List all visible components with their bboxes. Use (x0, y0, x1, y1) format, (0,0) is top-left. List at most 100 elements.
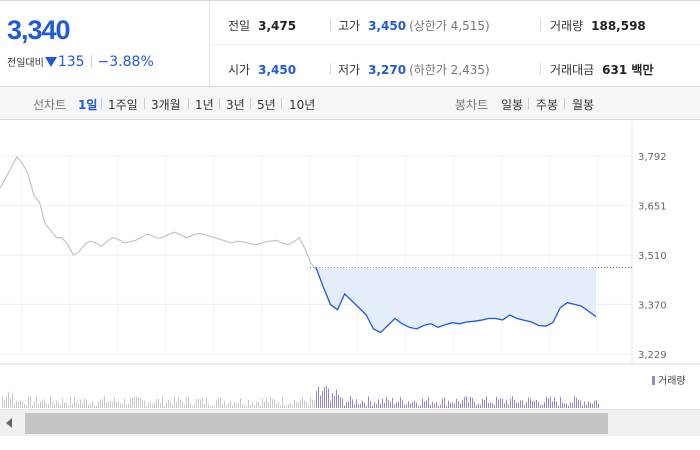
volume-bar (74, 397, 75, 408)
volume-bar (86, 399, 87, 408)
volume-bar (446, 405, 447, 408)
volume-bar (574, 396, 575, 408)
volume-bar (152, 403, 153, 408)
volume-bar (568, 405, 569, 408)
volume-bar (190, 403, 191, 408)
volume-bar (290, 402, 291, 408)
volume-bar (538, 402, 539, 408)
volume-bar (384, 402, 385, 408)
volume-bar (18, 401, 19, 408)
range-1y-button[interactable]: 1년 (195, 98, 214, 112)
volume-bar (96, 405, 97, 408)
range-5y-button[interactable]: 5년 (257, 98, 276, 112)
volume-bar (448, 400, 449, 408)
volume-bar (154, 402, 155, 408)
toolbar-divider (250, 98, 251, 109)
candle-weekly-button[interactable]: 주봉 (536, 98, 559, 112)
scroll-left-arrow-icon[interactable] (6, 418, 12, 428)
volume-bar (304, 400, 305, 408)
volume-bar (560, 397, 561, 408)
volume-bar (234, 402, 235, 408)
volume-bar (68, 405, 69, 408)
volume-bar (496, 396, 497, 408)
stat-trade-value: 거래대금 631 백만 (550, 61, 653, 78)
stat-label: 전일 (228, 19, 251, 33)
volume-bar (500, 398, 501, 408)
volume-bar (258, 401, 259, 408)
stat-value: 3,270 (368, 63, 407, 77)
range-3y-button[interactable]: 3년 (226, 98, 245, 112)
volume-bar (104, 396, 105, 408)
volume-bar (60, 404, 61, 408)
volume-bar (464, 397, 465, 408)
range-10y-button[interactable]: 10년 (289, 98, 316, 112)
volume-bar (518, 402, 519, 408)
volume-bar (26, 405, 27, 408)
volume-bar (380, 403, 381, 408)
toolbar-divider (101, 98, 102, 109)
stat-label: 시가 (228, 63, 251, 77)
price-chart-svg: 3,792 3,651 3,510 3,370 3,229 (0, 121, 700, 408)
volume-bar (294, 399, 295, 408)
volume-bar (176, 401, 177, 408)
volume-bar (566, 403, 567, 408)
volume-bar (150, 402, 151, 408)
series-line-previous (0, 155, 317, 270)
chart-scrollbar[interactable] (0, 409, 700, 436)
price-area-fill (316, 267, 596, 333)
volume-bar (82, 401, 83, 408)
toolbar-divider (564, 98, 565, 109)
volume-bar (366, 405, 367, 408)
volume-bar (244, 404, 245, 408)
volume-bar (250, 405, 251, 408)
volume-bar (450, 403, 451, 408)
volume-bar (414, 400, 415, 408)
range-1w-button[interactable]: 1주일 (108, 98, 138, 112)
volume-bar (248, 399, 249, 408)
volume-bar (386, 396, 387, 408)
volume-bar (326, 386, 327, 408)
volume-bar (508, 404, 509, 408)
volume-bar (524, 404, 525, 408)
volume-bar (256, 401, 257, 408)
volume-bar (474, 401, 475, 408)
volume-bar (378, 399, 379, 408)
candle-daily-button[interactable]: 일봉 (501, 98, 524, 112)
volume-bar (536, 399, 537, 408)
volume-swatch (652, 376, 655, 385)
volume-bar (66, 402, 67, 408)
volume-bar (316, 391, 317, 408)
change-line: 전일대비 135 −3.88% (7, 54, 154, 70)
volume-bar (486, 396, 487, 408)
volume-bar (444, 397, 445, 408)
change-percent: −3.88% (97, 54, 154, 70)
candle-chart-label: 봉차트 (455, 98, 489, 112)
volume-bar (430, 404, 431, 408)
volume-bar (212, 405, 213, 408)
volume-bar (44, 399, 45, 408)
volume-bar (298, 402, 299, 408)
volume-bar (118, 401, 119, 408)
toolbar-divider (188, 98, 189, 109)
volume-bar (236, 403, 237, 408)
volume-bar (196, 398, 197, 408)
volume-bar (204, 403, 205, 408)
volume-bar (78, 403, 79, 408)
candle-monthly-button[interactable]: 월봉 (572, 98, 595, 112)
range-3m-button[interactable]: 3개월 (151, 98, 181, 112)
volume-bar (134, 396, 135, 408)
volume-bar (502, 398, 503, 408)
volume-bar (376, 404, 377, 408)
volume-bar (576, 397, 577, 408)
volume-bar (238, 403, 239, 408)
volume-bar (168, 400, 169, 408)
volume-bar (478, 403, 479, 408)
volume-bar (130, 398, 131, 408)
volume-bar (70, 396, 71, 408)
volume-bar (286, 405, 287, 408)
scroll-thumb[interactable] (25, 413, 608, 434)
volume-bar (132, 397, 133, 408)
range-1d-button[interactable]: 1일 (78, 98, 98, 112)
volume-bar (336, 389, 337, 408)
volume-bar (392, 397, 393, 408)
